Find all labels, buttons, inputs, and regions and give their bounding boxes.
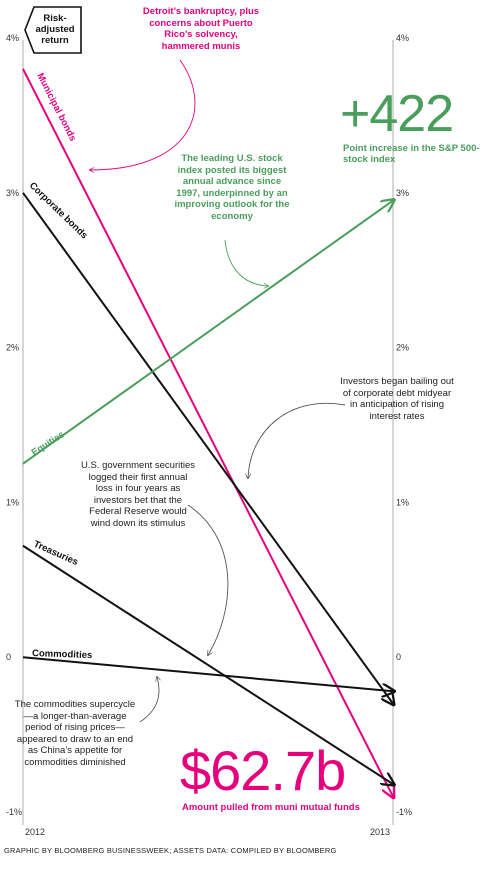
muni-outflow-value: $62.7b [180,739,346,802]
y-tick-right: 4% [396,33,409,43]
y-tick-right: 1% [396,497,409,507]
sp-increase-description: Point increase in the S&P 500-stock inde… [343,143,480,165]
equities-annotation-arrow [224,239,268,286]
series-line-municipal-bonds [22,68,393,797]
y-tick-left: -1% [6,807,22,817]
y-tick-left: 2% [6,343,19,353]
footer-credit: GRAPHIC BY BLOOMBERG BUSINESSWEEK; ASSET… [4,846,337,855]
x-tick-2013: 2013 [370,827,390,837]
muni-annotation-arrow [90,59,196,170]
y-tick-right: -1% [396,807,412,817]
series-label-equities: Equities [30,429,67,458]
series-label-commodities: Commodities [32,648,93,661]
x-tick-2012: 2012 [25,827,45,837]
series-line-treasuries [22,544,393,784]
annotation-corporate: Investors began bailing out of corporate… [340,376,454,422]
series-lines [22,68,393,797]
treasuries-annotation-arrow [187,504,229,655]
series-line-corporate-bonds [22,192,393,704]
annotation-treasuries: U.S. government securities logged their … [80,460,196,529]
muni-outflow-description: Amount pulled from muni mutual funds [182,802,360,813]
badge-label: Risk-adjusted return [35,13,75,46]
annotation-muni: Detroit’s bankruptcy, plus concerns abou… [142,6,260,52]
annotation-commodities: The commodities supercycle—a longer-than… [14,699,136,768]
sp-increase-value: +422 [340,85,454,143]
risk-adjusted-badge [24,6,82,54]
left-tick-labels: 4% 3% 2% 1% 0 -1% [6,33,22,817]
y-tick-left: 4% [6,33,19,43]
series-line-equities [22,201,393,465]
y-tick-right: 0 [396,652,401,662]
right-tick-labels: 4% 3% 2% 1% 0 -1% [396,33,412,817]
annotation-equities: The leading U.S. stock index posted its … [174,153,290,222]
y-tick-left: 0 [6,652,11,662]
y-tick-left: 1% [6,497,19,507]
series-label-treasuries: Treasuries [32,539,80,568]
y-tick-right: 3% [396,188,409,198]
y-tick-left: 3% [6,188,19,198]
corporate-annotation-arrow [248,403,346,478]
commodities-annotation-arrow [139,677,159,723]
y-tick-right: 2% [396,343,409,353]
series-line-commodities [22,656,393,691]
